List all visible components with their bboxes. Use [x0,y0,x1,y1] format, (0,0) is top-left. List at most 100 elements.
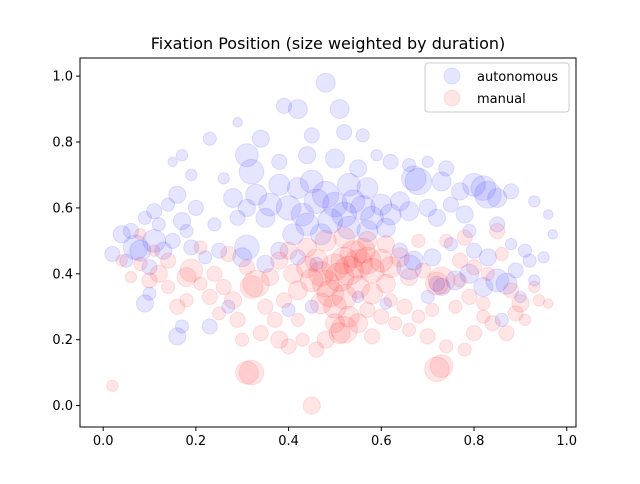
point-autonomous-117 [174,319,190,334]
point-autonomous-35 [542,209,554,220]
point-autonomous-124 [420,289,435,304]
point-manual-42 [439,339,454,354]
point-manual-37 [373,308,390,325]
legend-marker-manual [443,89,461,107]
point-autonomous-9 [355,128,370,143]
x-tick-label: 0.8 [464,434,485,449]
x-tick-label: 1.0 [556,434,577,449]
point-autonomous-5 [202,131,217,146]
point-autonomous-46 [245,183,268,206]
point-autonomous-10 [175,149,189,162]
point-autonomous-93 [270,241,289,260]
point-autonomous-107 [507,262,524,279]
point-manual-8 [427,266,456,295]
point-autonomous-4 [232,116,243,128]
x-tick-label: 0.6 [371,434,392,449]
point-autonomous-28 [474,180,502,209]
point-autonomous-82 [142,229,167,253]
point-autonomous-19 [382,153,399,170]
point-manual-91 [193,240,208,255]
point-autonomous-129 [537,251,550,264]
point-autonomous-109 [517,243,533,258]
point-manual-13 [176,267,197,288]
point-manual-14 [160,252,177,269]
point-manual-4 [424,356,450,383]
point-autonomous-52 [322,191,348,218]
point-manual-55 [287,280,308,301]
point-autonomous-116 [168,327,187,346]
point-autonomous-14 [238,158,265,185]
point-autonomous-47 [258,192,283,217]
x-axis: 0.0 0.2 0.4 0.6 0.8 1.0 [93,427,577,449]
point-autonomous-69 [356,177,379,200]
point-manual-108 [359,301,376,319]
point-autonomous-50 [303,188,330,215]
points-layer [104,72,559,415]
point-autonomous-8 [336,124,353,141]
point-manual-75 [331,284,358,310]
point-autonomous-36 [146,203,163,220]
point-autonomous-0 [315,72,336,93]
point-manual-43 [457,342,472,357]
point-manual-104 [161,279,176,295]
point-autonomous-30 [451,182,470,201]
point-manual-88 [279,241,298,260]
point-autonomous-23 [370,149,383,162]
point-manual-19 [206,265,223,282]
point-autonomous-64 [455,205,474,224]
point-autonomous-39 [112,225,131,244]
point-manual-78 [346,275,371,299]
point-manual-109 [383,293,398,308]
point-manual-10 [330,316,359,344]
point-manual-9 [425,271,449,296]
point-autonomous-29 [462,172,486,197]
point-manual-45 [484,315,501,332]
point-manual-17 [169,298,186,315]
point-autonomous-37 [137,210,152,225]
point-autonomous-112 [514,290,527,304]
point-autonomous-88 [198,250,213,265]
point-manual-103 [124,270,138,284]
point-manual-80 [375,273,396,294]
point-manual-102 [148,244,161,257]
point-autonomous-104 [459,263,480,284]
y-tick-label: 0.0 [52,399,73,414]
point-manual-0 [106,379,119,392]
point-autonomous-127 [164,232,181,249]
point-manual-57 [308,261,334,287]
point-manual-99 [439,233,454,248]
point-autonomous-133 [289,249,306,266]
point-manual-52 [476,296,491,311]
point-manual-113 [518,313,532,327]
point-manual-5 [429,354,454,378]
point-autonomous-33 [503,183,520,200]
point-manual-41 [419,328,436,345]
point-autonomous-26 [401,165,427,192]
point-manual-83 [333,226,356,249]
point-autonomous-120 [281,302,296,318]
point-autonomous-38 [122,222,140,240]
point-manual-61 [324,262,355,292]
point-autonomous-54 [341,189,366,214]
point-autonomous-80 [122,234,149,261]
point-manual-29 [280,338,297,355]
point-manual-53 [461,288,478,305]
point-manual-72 [304,248,329,273]
point-autonomous-96 [423,248,442,267]
point-manual-90 [220,245,237,263]
point-autonomous-113 [528,274,541,287]
point-manual-64 [339,240,368,268]
point-manual-30 [295,332,310,347]
point-autonomous-131 [462,223,477,239]
point-manual-6 [242,269,270,298]
point-autonomous-2 [329,99,350,120]
point-autonomous-11 [167,156,178,168]
point-autonomous-75 [337,215,361,240]
point-manual-38 [388,316,403,331]
point-autonomous-61 [418,198,437,217]
point-manual-115 [179,293,194,308]
chart-title: Fixation Position (size weighted by dura… [151,34,506,53]
point-manual-70 [379,256,402,279]
point-autonomous-94 [396,254,422,281]
point-manual-21 [201,288,218,305]
